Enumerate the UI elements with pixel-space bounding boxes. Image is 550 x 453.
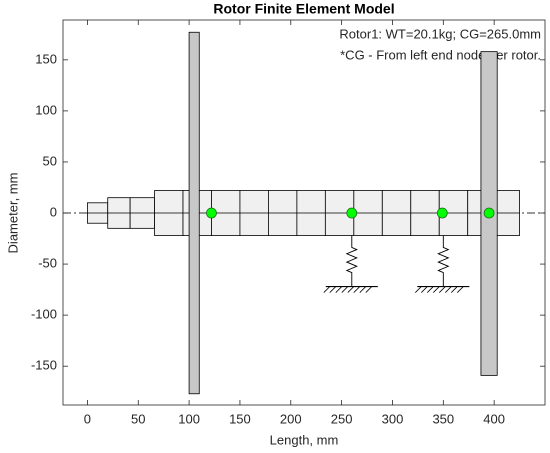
x-tick-label: 200 [280, 411, 302, 426]
node-marker [436, 207, 448, 219]
y-tick-label: -50 [38, 256, 57, 271]
y-tick-label: 50 [43, 153, 57, 168]
node-marker [346, 207, 358, 219]
x-tick-label: 350 [432, 411, 454, 426]
bearing-spring [437, 235, 450, 287]
y-tick-label: 100 [35, 102, 57, 117]
y-tick-label: -100 [31, 307, 57, 322]
plot-frame [62, 19, 546, 406]
bearing-spring [345, 235, 358, 287]
x-tick-label: 400 [483, 411, 505, 426]
x-tick-label: 300 [382, 411, 404, 426]
annotation: *CG - From left end node per rotor. [340, 47, 541, 62]
x-tick-label: 50 [131, 411, 145, 426]
x-axis-label: Length, mm [270, 432, 339, 447]
disk [188, 31, 200, 395]
chart-title: Rotor Finite Element Model [213, 1, 394, 17]
y-tick-label: 0 [50, 204, 57, 219]
annotation: Rotor1: WT=20.1kg; CG=265.0mm [339, 26, 541, 41]
y-tick-label: -150 [31, 358, 57, 373]
y-tick-label: 150 [35, 51, 57, 66]
node-marker [206, 207, 217, 219]
node-marker [483, 207, 495, 219]
x-tick-label: 100 [178, 411, 200, 426]
x-tick-label: 250 [331, 411, 353, 426]
ground-hatch [415, 286, 464, 293]
x-tick-label: 150 [229, 411, 251, 426]
x-tick-label: 0 [84, 411, 91, 426]
y-axis-label: Diameter, mm [5, 173, 20, 254]
ground-hatch [323, 286, 373, 293]
